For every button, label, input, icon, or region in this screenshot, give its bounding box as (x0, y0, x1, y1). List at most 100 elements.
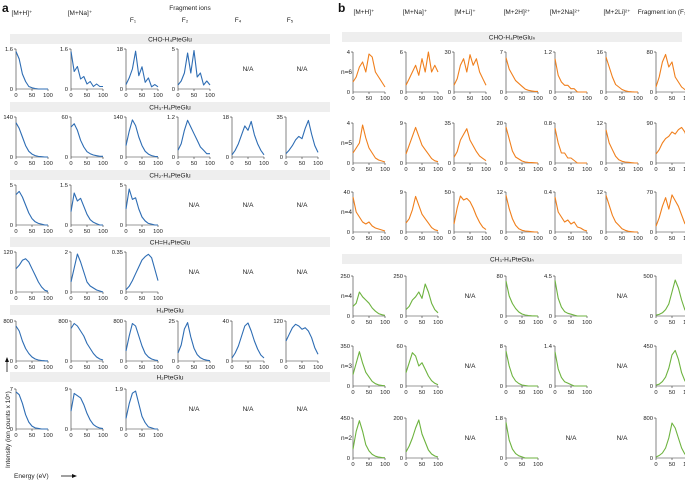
panel-a-cell-4-2-ytick-max-label: 800 (113, 319, 123, 325)
panel-b-cell-0-0-3-xtick-label-0: 0 (504, 96, 507, 102)
panel-a-cell-5-3: N/A (189, 406, 201, 413)
panel-b-cell-0-2-1-series-line (405, 195, 439, 232)
panel-b-cell-1-1-4-xtick-label-0: 0 (553, 390, 556, 396)
panel-b-cell-0-0-5-xtick-label-100: 100 (633, 96, 643, 102)
panel-a-cell-0-2: 18 00 50 100 (117, 47, 163, 99)
panel-a-cell-2-2: 500 50 100 (120, 183, 163, 235)
panel-a-cell-5-1-xtick-label-0: 0 (69, 433, 72, 439)
panel-a-cell-0-1-ytick-max-label: 1.6 (60, 47, 68, 53)
panel-a-cell-2-3: N/A (189, 202, 201, 209)
panel-b-cell-0-2-2: 50 00 50 100 (445, 190, 491, 242)
panel-a-cell-2-5: N/A (297, 202, 309, 209)
panel-a-xlabel-arrowhead (72, 474, 77, 478)
panel-b-cell-1-2-0-ytick-zero-label: 0 (347, 456, 350, 462)
panel-b-col-header-2: [M+Li]⁺ (454, 9, 476, 16)
panel-b-cell-0-2-6-series-line (655, 194, 685, 227)
panel-b-cell-1-1-0-xtick-label-0: 0 (351, 390, 354, 396)
panel-a-cell-3-0-ytick-max-label: 120 (3, 250, 13, 256)
panel-a-cell-2-2-xtick-label-0: 0 (124, 229, 127, 235)
panel-a-band-title-3: CH=H₄PteGlu (150, 240, 191, 247)
panel-b-cell-1-0-1-xtick-label-0: 0 (404, 320, 407, 326)
panel-a-cell-0-2-xtick-label-50: 50 (139, 93, 145, 99)
panel-a-cell-2-4: N/A (243, 202, 255, 209)
panel-b-cell-0-0-1: 6 00 50 100 (400, 50, 443, 102)
panel-a-cell-4-0-series-line (15, 325, 49, 362)
panel-b-cell-0-0-0-xtick-label-50: 50 (366, 96, 372, 102)
panel-b-cell-0-0-6-ytick-zero-label: 0 (650, 90, 653, 96)
panel-a-cell-4-4-ytick-zero-label: 0 (226, 359, 229, 365)
panel-b-cell-0-2-6-ytick-zero-label: 0 (650, 230, 653, 236)
panel-a-cell-4-4-xtick-label-100: 100 (259, 365, 269, 371)
panel-b-cell-0-0-6-xtick-label-100: 100 (683, 96, 685, 102)
panel-a-cell-1-3-ytick-zero-label: 0 (172, 155, 175, 161)
panel-a-cell-0-1-xtick-label-0: 0 (69, 93, 72, 99)
panel-b-cell-1-1-0: 350 00 50 100 (340, 344, 390, 396)
panel-a-cell-1-3-series-line (177, 119, 210, 155)
panel-b-cell-0-0-5-xtick-label-0: 0 (604, 96, 607, 102)
panel-b-cell-0-1-0-xtick-label-100: 100 (380, 167, 390, 173)
panel-b-cell-0-1-3-ytick-zero-label: 0 (500, 161, 503, 167)
panel-a-cell-1-1-xtick-label-0: 0 (69, 161, 72, 167)
panel-a-cell-0-2-ytick-max-label: 18 (117, 47, 123, 53)
panel-b-cell-1-2-6-xtick-label-0: 0 (654, 462, 657, 468)
panel-b-cell-0-0-6: 80 00 50 100 (647, 50, 685, 102)
panel-a-cell-3-0-ytick-zero-label: 0 (10, 290, 13, 296)
panel-a-col-header-0: [M+H]⁺ (12, 10, 34, 17)
panel-a-cell-1-1-series-line (70, 123, 103, 157)
panel-a-cell-1-3-ytick-max-label: 1.2 (167, 115, 175, 121)
panel-b-cell-0-0-5-ytick-zero-label: 0 (600, 90, 603, 96)
panel-a-cell-4-5-ytick-zero-label: 0 (280, 359, 283, 365)
panel-b-cell-1-2-3-ytick-max-label: 1.8 (495, 416, 503, 422)
panel-a-band-0 (10, 34, 330, 44)
panel-b-cell-1-1-1-series-line (405, 352, 439, 386)
panel-a-cell-4-1: 800 00 50 100 (58, 319, 108, 371)
panel-a-cell-1-5-ytick-zero-label: 0 (280, 155, 283, 161)
panel-a-cell-1-4-xtick-label-100: 100 (259, 161, 269, 167)
panel-b-cell-0-2-3-xtick-label-50: 50 (519, 236, 525, 242)
panel-b-cell-0-0-6-series-line (655, 53, 685, 91)
panel-a-cell-4-4-series-line (231, 322, 265, 359)
panel-b-row-label-1-2: n=2 (341, 435, 352, 442)
panel-a-cell-1-2-ytick-max-label: 140 (113, 115, 123, 121)
panel-a-cell-4-5-xtick-label-50: 50 (299, 365, 305, 371)
panel-b-cell-0-2-2-xtick-label-100: 100 (481, 236, 491, 242)
panel-b-cell-1-1-4: 1.4 00 50 100 (544, 344, 592, 396)
panel-a-col-header-1: [M+Na]⁺ (68, 10, 93, 17)
panel-a-cell-0-5-na: N/A (297, 66, 309, 73)
panel-b-col-header-0: [M+H]⁺ (354, 9, 376, 16)
panel-b-cell-0-2-4-xtick-label-0: 0 (553, 236, 556, 242)
panel-b-cell-0-0-1-xtick-label-100: 100 (433, 96, 443, 102)
panel-b-cell-1-0-1-xtick-label-50: 50 (419, 320, 425, 326)
panel-a-cell-4-4: 40 00 50 100 (223, 319, 269, 371)
panel-b-cell-0-2-1-ytick-zero-label: 0 (400, 230, 403, 236)
panel-a-cell-4-2-xtick-label-0: 0 (124, 365, 127, 371)
panel-b-cell-1-0-4-ytick-max-label: 4.5 (544, 274, 552, 280)
panel-b-cell-0-0-4-xtick-label-50: 50 (568, 96, 574, 102)
panel-b-cell-1-0-4-xtick-label-100: 100 (582, 320, 592, 326)
panel-b-band-0 (342, 32, 682, 42)
panel-b-cell-1-1-6-series-line (655, 349, 685, 386)
panel-b-cell-0-0-3-ytick-max-label: 7 (500, 50, 503, 56)
panel-b-cell-0-2-5-series-line (605, 195, 638, 233)
panel-a-cell-0-1: 1.6 00 50 100 (60, 47, 108, 99)
panel-a-cell-3-0-series-line (15, 258, 49, 292)
panel-b-cell-0-1-5-xtick-label-100: 100 (633, 167, 643, 173)
panel-b-cell-0-2-0-xtick-label-50: 50 (366, 236, 372, 242)
panel-b-cell-1-2-3-series-line (505, 422, 538, 459)
panel-b-cell-0-2-6-xtick-label-0: 0 (654, 236, 657, 242)
panel-b-cell-0-2-4-ytick-max-label: 0.4 (544, 190, 553, 196)
panel-a-cell-2-2-ytick-zero-label: 0 (120, 223, 123, 229)
panel-b-cell-1-1-3-xtick-label-100: 100 (533, 390, 543, 396)
panel-a-cell-5-4: N/A (243, 406, 255, 413)
panel-a-cell-1-2-xtick-label-50: 50 (139, 161, 145, 167)
panel-b-cell-0-0-3-ytick-zero-label: 0 (500, 90, 503, 96)
panel-b-cell-0-0-2: 30 00 50 100 (445, 50, 491, 102)
panel-a-cell-4-2-series-line (125, 322, 159, 362)
panel-a-cell-3-2-xtick-label-100: 100 (153, 296, 163, 302)
panel-a-band-title-0: CHO-H₄PteGlu (148, 37, 192, 44)
panel-a-cell-5-0: 7 00 50 100 (10, 387, 53, 439)
panel-b-cell-0-0-5-ytick-max-label: 16 (597, 50, 603, 56)
panel-a-cell-2-1-ytick-max-label: 1.5 (60, 183, 68, 189)
panel-a-cell-1-2: 140 00 50 100 (113, 115, 163, 167)
panel-b-cell-0-2-3: 12 00 50 100 (497, 190, 543, 242)
